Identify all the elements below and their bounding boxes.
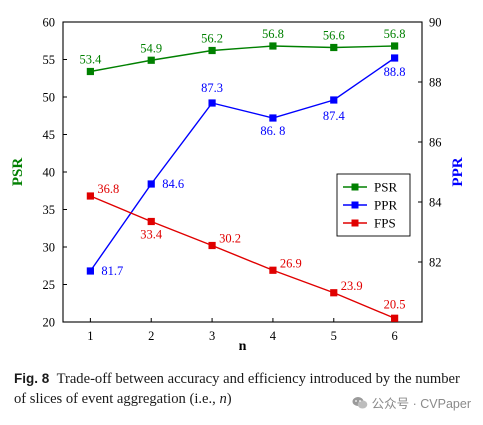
psr-data-label: 56.2: [201, 32, 223, 46]
fps-marker: [147, 217, 155, 226]
ppr-data-label: 86. 8: [260, 124, 285, 138]
psr-marker: [147, 56, 155, 64]
ppr-data-label: 88.8: [384, 65, 406, 79]
fps-data-label: 36.8: [97, 182, 119, 196]
caption-tail: ): [226, 391, 232, 407]
psr-marker: [330, 43, 338, 52]
ppr-marker: [391, 54, 399, 62]
fps-data-label: 33.4: [140, 228, 163, 242]
psr-marker: [86, 67, 94, 76]
legend-fps-label: FPS: [374, 216, 396, 231]
ppr-marker: [208, 99, 216, 107]
fps-marker: [269, 266, 277, 274]
fps-line: [90, 195, 395, 319]
fps-data-label: 30.2: [219, 232, 241, 246]
x-axis-label: n: [239, 339, 247, 354]
x-tick-label: 2: [148, 329, 154, 343]
y-left-tick-label: 35: [43, 203, 56, 217]
legend-ppr-marker: [351, 201, 359, 209]
x-tick-label: 1: [87, 329, 93, 343]
y-left-tick-label: 25: [43, 278, 56, 292]
y-left-tick-label: 60: [43, 16, 56, 30]
legend-psr-label: PSR: [374, 180, 397, 195]
fps-marker: [330, 289, 338, 297]
fps-marker: [208, 241, 216, 250]
psr-data-label: 54.9: [140, 41, 162, 55]
ppr-line: [89, 57, 396, 272]
y-left-axis-label: PSR: [10, 158, 26, 187]
ppr-data-label: 81.7: [101, 264, 123, 278]
caption-italic: n: [219, 391, 227, 407]
caption-label: Fig. 8: [14, 371, 50, 386]
fps-data-label: 20.5: [384, 297, 406, 311]
y-left-tick-label: 30: [43, 241, 56, 255]
psr-marker: [208, 46, 216, 55]
y-left-tick-label: 40: [43, 166, 56, 180]
psr-data-label: 56.6: [323, 29, 345, 43]
legend-ppr-label: PPR: [374, 198, 397, 213]
x-tick-label: 3: [209, 329, 215, 343]
caption-text: Trade-off between accuracy and efficienc…: [14, 371, 460, 407]
legend-psr-marker: [351, 183, 359, 191]
psr-data-label: 53.4: [79, 53, 102, 67]
y-left-tick-label: 55: [43, 53, 56, 67]
x-tick-label: 4: [270, 329, 277, 343]
y-right-tick-label: 82: [429, 256, 442, 270]
ppr-marker: [86, 267, 94, 275]
x-tick-label: 5: [331, 329, 337, 343]
y-left-tick-label: 50: [43, 91, 56, 105]
ppr-marker: [147, 180, 155, 188]
y-right-tick-label: 86: [429, 136, 442, 150]
fps-marker: [86, 192, 94, 200]
ppr-marker: [330, 96, 338, 104]
watermark: 公众号 · CVPaper: [352, 393, 471, 412]
ppr-data-label: 84.6: [162, 177, 184, 191]
fps-data-label: 26.9: [280, 256, 302, 270]
fps-data-label: 23.9: [341, 279, 363, 293]
y-left-tick-label: 20: [43, 316, 56, 330]
y-right-tick-label: 90: [429, 16, 442, 30]
y-left-tick-label: 45: [43, 128, 56, 142]
ppr-marker: [269, 114, 277, 122]
y-right-tick-label: 88: [429, 76, 442, 90]
x-tick-label: 6: [391, 329, 397, 343]
fps-marker: [391, 314, 399, 322]
legend-fps-marker: [351, 219, 359, 227]
psr-line: [90, 45, 395, 73]
psr-marker: [391, 42, 399, 50]
y-right-tick-label: 84: [429, 196, 442, 210]
ppr-data-label: 87.3: [201, 81, 223, 95]
figure-caption: Fig. 8 Trade-off between accuracy and ef…: [14, 369, 474, 409]
psr-marker: [269, 42, 277, 50]
y-right-axis-label: PPR: [450, 157, 466, 186]
psr-data-label: 56.8: [384, 27, 406, 41]
ppr-data-label: 87.4: [323, 109, 346, 123]
wechat-icon: [352, 396, 367, 408]
watermark-text: 公众号 · CVPaper: [371, 397, 471, 411]
psr-data-label: 56.8: [262, 27, 284, 41]
